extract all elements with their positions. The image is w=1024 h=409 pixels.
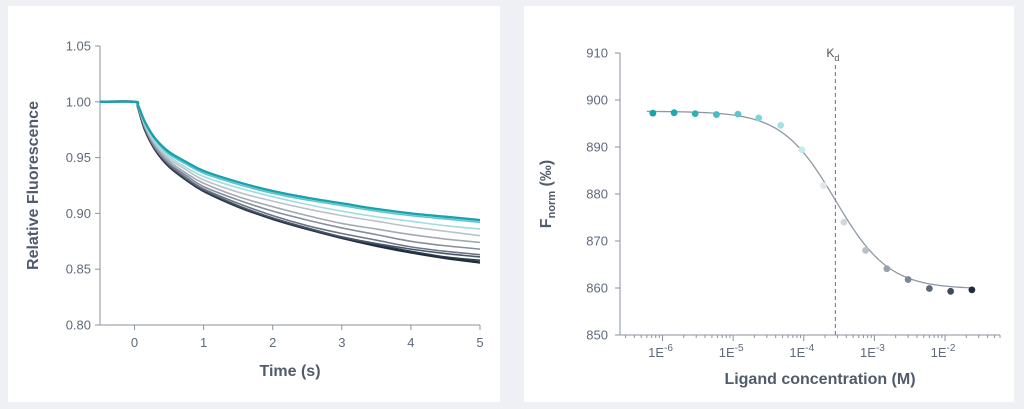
x-tick-label: 3 — [338, 335, 345, 350]
binding-curve-chart: 850 860 870 880 890 900 910 1E-6 1E-5 1E-4 1E-3 1E-… — [538, 46, 1001, 388]
data-point-5 — [734, 110, 742, 118]
y-tick-label: 0.95 — [66, 150, 91, 165]
right-chart-panel: 850 860 870 880 890 900 910 1E-6 1E-5 1E-4 1E-3 1E-… — [524, 6, 1014, 402]
data-point-14 — [925, 285, 933, 292]
y-tick-label: 900 — [586, 93, 608, 108]
data-point-12 — [883, 265, 891, 273]
y-tick-label: 860 — [586, 281, 608, 296]
x-tick-label: 4 — [407, 335, 414, 350]
series-line-9 — [99, 100, 481, 224]
data-point-6 — [755, 114, 763, 122]
data-point-13 — [904, 276, 912, 283]
y-tick-label: 1.00 — [66, 94, 91, 109]
y-tick-label: 1.05 — [66, 39, 91, 54]
x-tick-label: 1 — [200, 335, 207, 350]
y-tick-label: 0.85 — [66, 262, 91, 277]
x-axis-title: Time (s) — [259, 363, 320, 380]
x-axis-title: Ligand concentration (M) — [724, 371, 915, 388]
data-point-10 — [840, 218, 848, 226]
y-tick-label: 890 — [586, 140, 608, 155]
series-line-5 — [99, 100, 481, 250]
x-tick-label: 1E-4 — [789, 343, 814, 360]
data-point-8 — [798, 146, 806, 154]
x-tick-label: 1E-2 — [931, 343, 956, 360]
x-tick-label: 5 — [476, 335, 483, 350]
fluorescence-time-chart: 0.80 0.85 0.90 0.95 1.00 1.05 0 1 2 3 4 5 Time (s) Re… — [25, 39, 484, 381]
data-point-1 — [649, 109, 657, 117]
kd-label: Kd — [826, 46, 839, 63]
y-tick-label: 0.80 — [66, 318, 91, 333]
series-line-10 — [99, 100, 481, 222]
y-tick-label: 910 — [586, 46, 608, 61]
data-point-15 — [947, 287, 955, 295]
data-point-9 — [820, 182, 827, 189]
data-point-2 — [670, 109, 678, 117]
x-tick-label: 1E-6 — [648, 343, 673, 360]
y-tick-label: 870 — [586, 234, 608, 249]
x-tick-label: 0 — [131, 335, 138, 350]
y-axis-title: Fnorm (‰) — [538, 160, 558, 228]
y-tick-label: 850 — [586, 328, 608, 343]
x-tick-label: 1E-3 — [860, 343, 885, 360]
series-line-1 — [99, 100, 481, 264]
series-line-4 — [99, 100, 481, 256]
left-chart-panel: 0.80 0.85 0.90 0.95 1.00 1.05 0 1 2 3 4 5 Time (s) Re… — [8, 6, 500, 402]
data-point-16 — [968, 286, 976, 294]
fit-curve — [646, 110, 975, 289]
data-point-4 — [713, 111, 720, 118]
y-tick-label: 0.90 — [66, 206, 91, 221]
series-line-3 — [99, 100, 481, 258]
y-tick-label: 880 — [586, 187, 608, 202]
x-tick-label: 2 — [269, 335, 276, 350]
series-line-8 — [99, 100, 481, 230]
data-point-11 — [862, 247, 869, 254]
data-point-7 — [777, 121, 785, 129]
data-point-3 — [691, 110, 699, 118]
y-axis-title: Relative Fluorescence — [25, 101, 42, 270]
x-tick-label: 1E-5 — [719, 343, 744, 360]
